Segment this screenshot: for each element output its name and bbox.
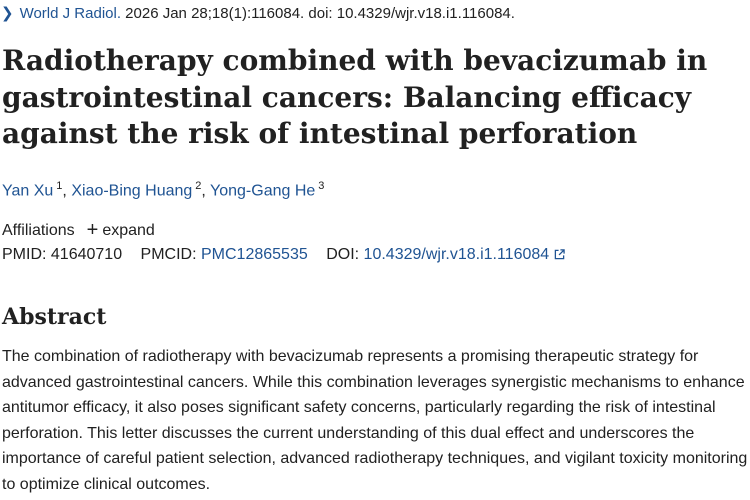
pmcid-label: PMCID: bbox=[140, 246, 197, 263]
author-separator: , bbox=[62, 182, 72, 200]
citation-line: ❯ World J Radiol. 2026 Jan 28;18(1):11608… bbox=[1, 4, 515, 22]
affiliations-label: Affiliations bbox=[2, 222, 75, 239]
plus-icon: + bbox=[86, 219, 99, 241]
journal-link[interactable]: World J Radiol. bbox=[19, 5, 122, 22]
pmid-label: PMID: bbox=[2, 246, 47, 263]
pmid-value: 41640710 bbox=[50, 246, 123, 263]
doi-value[interactable]: 10.4329/wjr.v18.i1.116084 bbox=[363, 246, 550, 263]
citation-details: 2026 Jan 28;18(1):116084. doi: 10.4329/w… bbox=[121, 5, 515, 22]
external-link-icon bbox=[554, 249, 565, 260]
chevron-right-icon[interactable]: ❯ bbox=[1, 5, 14, 22]
author-link[interactable]: Yan Xu bbox=[2, 182, 54, 200]
affiliation-marker[interactable]: 1 bbox=[56, 180, 63, 192]
affiliation-marker[interactable]: 2 bbox=[195, 180, 202, 192]
article-identifiers: PMID: 41640710 PMCID: PMC12865535 DOI: 1… bbox=[2, 246, 565, 264]
article-title: Radiotherapy combined with bevacizumab i… bbox=[2, 44, 708, 150]
expand-label[interactable]: expand bbox=[102, 222, 155, 239]
doi-label: DOI: bbox=[326, 246, 360, 263]
author-separator: , bbox=[201, 182, 211, 200]
author-list: Yan Xu 1, Xiao-Bing Huang 2, Yong-Gang He 3 bbox=[2, 180, 324, 200]
doi-link[interactable]: 10.4329/wjr.v18.i1.116084 bbox=[364, 246, 566, 263]
abstract-heading: Abstract bbox=[2, 304, 107, 330]
affiliations-toggle[interactable]: Affiliations + expand bbox=[2, 218, 155, 241]
author-link[interactable]: Xiao-Bing Huang bbox=[71, 182, 193, 200]
affiliation-marker[interactable]: 3 bbox=[318, 180, 325, 192]
pmcid-link[interactable]: PMC12865535 bbox=[201, 246, 308, 263]
abstract-text: The combination of radiotherapy with bev… bbox=[2, 348, 748, 493]
author-link[interactable]: Yong-Gang He bbox=[210, 182, 316, 200]
